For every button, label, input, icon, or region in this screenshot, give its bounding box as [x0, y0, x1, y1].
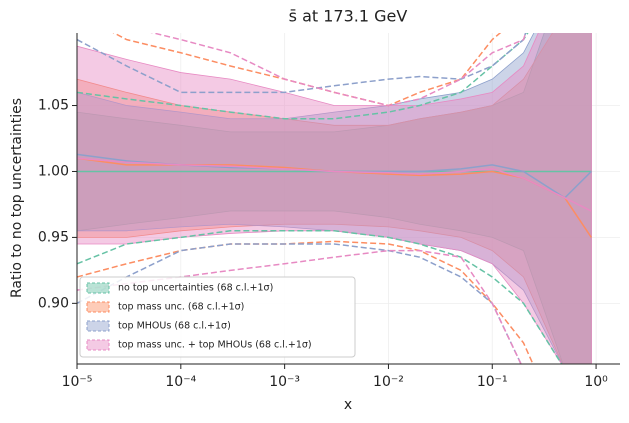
- legend-swatch: [86, 282, 110, 294]
- band: [77, 33, 592, 364]
- dashed-line: [77, 243, 522, 364]
- y-tick-label: 1.05: [38, 98, 69, 114]
- x-tick-label: 10⁻²: [373, 374, 404, 390]
- dashed-line: [77, 230, 563, 364]
- x-axis-label: x: [344, 397, 352, 413]
- legend-swatch: [86, 320, 110, 332]
- y-tick-label: 0.95: [38, 229, 69, 245]
- legend-swatch: [86, 339, 110, 351]
- legend-label: top MHOUs (68 c.l.+1σ): [118, 321, 231, 332]
- y-tick-label: 0.90: [38, 295, 69, 311]
- x-tick-label: 10⁻³: [269, 374, 300, 390]
- legend-box: [79, 276, 356, 358]
- y-axis-label: Ratio to no top uncertainties: [9, 98, 25, 298]
- legend-label: no top uncertainties (68 c.l.+1σ): [118, 283, 273, 294]
- legend-swatch: [86, 301, 110, 313]
- x-tick-label: 10⁻¹: [477, 374, 508, 390]
- band: [77, 33, 592, 364]
- x-tick-label: 10⁰: [584, 374, 608, 390]
- plot-area: [77, 33, 620, 364]
- y-tick-label: 1.00: [38, 163, 69, 179]
- band: [77, 33, 592, 364]
- dashed-line: [150, 33, 527, 107]
- legend-label: top mass unc. + top MHOUs (68 c.l.+1σ): [118, 340, 312, 351]
- x-tick-label: 10⁻⁴: [165, 374, 196, 390]
- dashed-line: [77, 240, 534, 364]
- chart-title: s̄ at 173.1 GeV: [289, 7, 408, 26]
- axes: 10⁻⁵ 10⁻⁴ 10⁻³ 10⁻² 10⁻¹ 10⁰ 0.90 0.95 1.00 1.05 n…: [38, 33, 620, 390]
- legend-label: top mass unc. (68 c.l.+1σ): [118, 302, 244, 313]
- central-line: [77, 157, 592, 212]
- x-tick-label: 10⁻⁵: [62, 374, 93, 390]
